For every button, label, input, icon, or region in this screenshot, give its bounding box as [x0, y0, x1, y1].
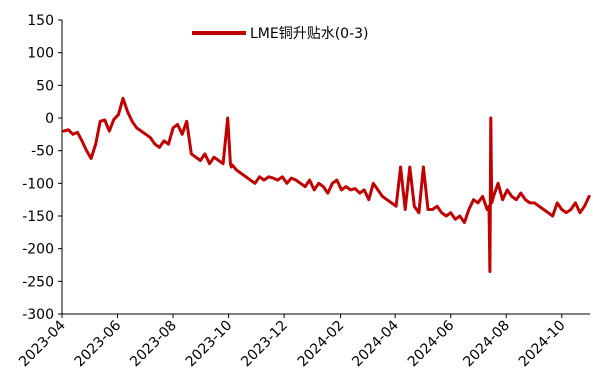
y-tick-label: 50 [36, 78, 54, 94]
x-tick-label: 2024-02 [295, 318, 348, 371]
series-line-0 [62, 96, 591, 273]
x-tick-label: 2023-04 [16, 317, 69, 370]
x-tick-label: 2024-10 [516, 318, 569, 371]
legend-label: LME铜升贴水(0-3) [250, 26, 369, 42]
y-tick-label: 100 [27, 46, 54, 62]
y-tick-label: 0 [45, 111, 54, 127]
x-tick-label: 2024-06 [405, 317, 458, 370]
y-tick-label: 150 [27, 13, 54, 29]
y-tick-label: -50 [31, 144, 54, 160]
axes [61, 20, 590, 315]
x-tick-label: 2023-12 [238, 318, 291, 371]
y-tick-label: -150 [22, 209, 54, 225]
x-tick-label: 2023-06 [72, 317, 125, 370]
x-axis-ticks: 2023-04 2023-06 2023-08 2023-10 2023-12 2024-… [16, 314, 569, 371]
legend: LME铜升贴水(0-3) [192, 26, 369, 42]
x-tick-label: 2023-08 [127, 318, 180, 371]
x-tick-label: 2024-08 [460, 318, 513, 371]
y-tick-label: -100 [22, 176, 54, 192]
series-group [62, 96, 591, 273]
y-axis-ticks: 150 100 50 0 -50 -100 -150 -200 -250 -300 [22, 13, 62, 323]
x-tick-label: 2023-10 [183, 318, 236, 371]
y-tick-label: -300 [22, 307, 54, 323]
x-tick-label: 2024-04 [349, 317, 402, 370]
y-tick-label: -250 [22, 274, 54, 290]
y-tick-label: -200 [22, 242, 54, 258]
